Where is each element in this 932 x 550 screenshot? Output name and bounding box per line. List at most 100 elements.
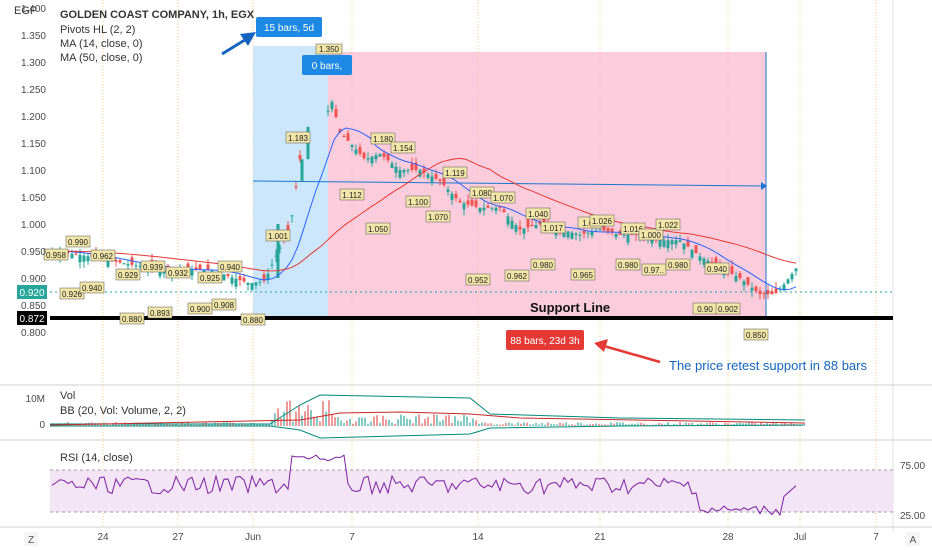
pivot-high-label: 1.026 [592, 217, 613, 226]
time-axis[interactable]: 24 27 Jun 7 14 21 28 Jul 7 [97, 532, 879, 543]
legend-ma50: MA (50, close, 0) [60, 52, 143, 64]
candle-body [470, 199, 474, 206]
time-tick: 7 [873, 532, 879, 543]
volume-bar [739, 422, 741, 426]
volume-bar [526, 422, 528, 426]
candle-body [210, 270, 214, 272]
pivot-low-box [425, 210, 451, 223]
volume-bar [259, 423, 261, 426]
range-label-2-box [302, 55, 352, 75]
volume-bar [562, 423, 564, 426]
range-label-2: 0 bars, [312, 61, 343, 72]
annotation-arrow-blue[interactable] [221, 32, 256, 56]
volume-bar [571, 424, 573, 426]
volume-bar [496, 424, 498, 426]
timezone-button[interactable] [24, 532, 38, 546]
legend-title: GOLDEN COAST COMPANY, 1h, EGX [60, 9, 255, 21]
pivot-low-box [530, 258, 556, 271]
volume-bar [586, 424, 588, 426]
volume-bar [700, 423, 702, 426]
candle-body [542, 217, 546, 226]
pivot-high-label: 1.080 [472, 189, 493, 198]
volume-bar [577, 422, 579, 426]
candle-body [246, 282, 250, 286]
volume-bar [328, 400, 330, 426]
volume-bar [118, 424, 120, 426]
volume-bar [463, 414, 465, 426]
currency-label: EGP [14, 5, 37, 17]
volume-bar [514, 424, 516, 426]
pivot-high-box [638, 228, 664, 241]
volume-bar [415, 416, 417, 426]
candle-body [534, 225, 538, 229]
volume-bar [322, 400, 324, 426]
retest-note: The price retest support in 88 bars [669, 358, 867, 373]
volume-bar [460, 421, 462, 426]
candle-body [430, 176, 434, 182]
candle-body [358, 147, 362, 154]
candle-body [786, 279, 790, 284]
candle-body [434, 173, 438, 179]
volume-bar [211, 423, 213, 426]
volume-bar [502, 424, 504, 426]
annotation-arrow-red[interactable] [594, 339, 661, 364]
volume-bar [127, 424, 129, 426]
volume-bar [430, 423, 432, 426]
volume-bar [202, 423, 204, 426]
volume-bar [661, 423, 663, 426]
candle-body [522, 228, 526, 234]
range-label-1-box [256, 17, 322, 37]
volume-bar [382, 415, 384, 426]
price-tick: 0.900 [21, 274, 46, 285]
auto-scale-button[interactable] [906, 532, 920, 546]
pivot-high-box [620, 222, 646, 235]
volume-bar [529, 424, 531, 426]
candle-body [670, 240, 674, 245]
volume-bar [373, 416, 375, 426]
candle-body [190, 269, 194, 276]
volume-bar [427, 417, 429, 426]
volume-bar [511, 423, 513, 426]
volume-bar [283, 411, 285, 426]
volume-bar [235, 423, 237, 426]
volume-bar [541, 423, 543, 426]
volume-bar [748, 422, 750, 426]
candle-body [674, 240, 678, 245]
pivot-low-box [119, 312, 145, 325]
candle-body [678, 240, 682, 242]
pivot-high-box [525, 207, 551, 220]
candle-body [794, 268, 798, 272]
price-tick: 1.150 [21, 139, 46, 150]
volume-bar [274, 413, 276, 426]
volume-bar [508, 422, 510, 426]
volume-bar [361, 417, 363, 426]
candle-body [326, 110, 330, 112]
volume-bar [295, 411, 297, 426]
volume-bar [574, 424, 576, 426]
pivot-low-box [405, 195, 431, 208]
price-tick: 1.350 [21, 31, 46, 42]
candle-body [406, 170, 410, 171]
volume-bar [394, 423, 396, 426]
current-price-value: 0.920 [19, 288, 44, 299]
volume-bar [256, 424, 258, 426]
candle-body [398, 170, 402, 178]
candle-body [574, 233, 578, 236]
candle-body [518, 226, 522, 230]
pivot-high-label: 1.022 [658, 221, 679, 230]
volume-bar [370, 421, 372, 426]
pivot-low-label: 0.908 [214, 301, 235, 310]
pivot-high-box [217, 260, 243, 273]
volume-bar [592, 423, 594, 426]
pivot-high-box [390, 141, 416, 154]
volume-bar [163, 423, 165, 426]
bb-lower [50, 424, 806, 439]
volume-bar [385, 419, 387, 426]
candle-body [410, 163, 414, 170]
candle-body [198, 264, 202, 270]
candle-body [300, 159, 304, 181]
volume-bar [634, 424, 636, 426]
candle-body [206, 264, 210, 270]
price-axis[interactable]: 1.400 1.350 1.300 1.250 1.200 1.150 1.100 1.050… [21, 4, 46, 339]
